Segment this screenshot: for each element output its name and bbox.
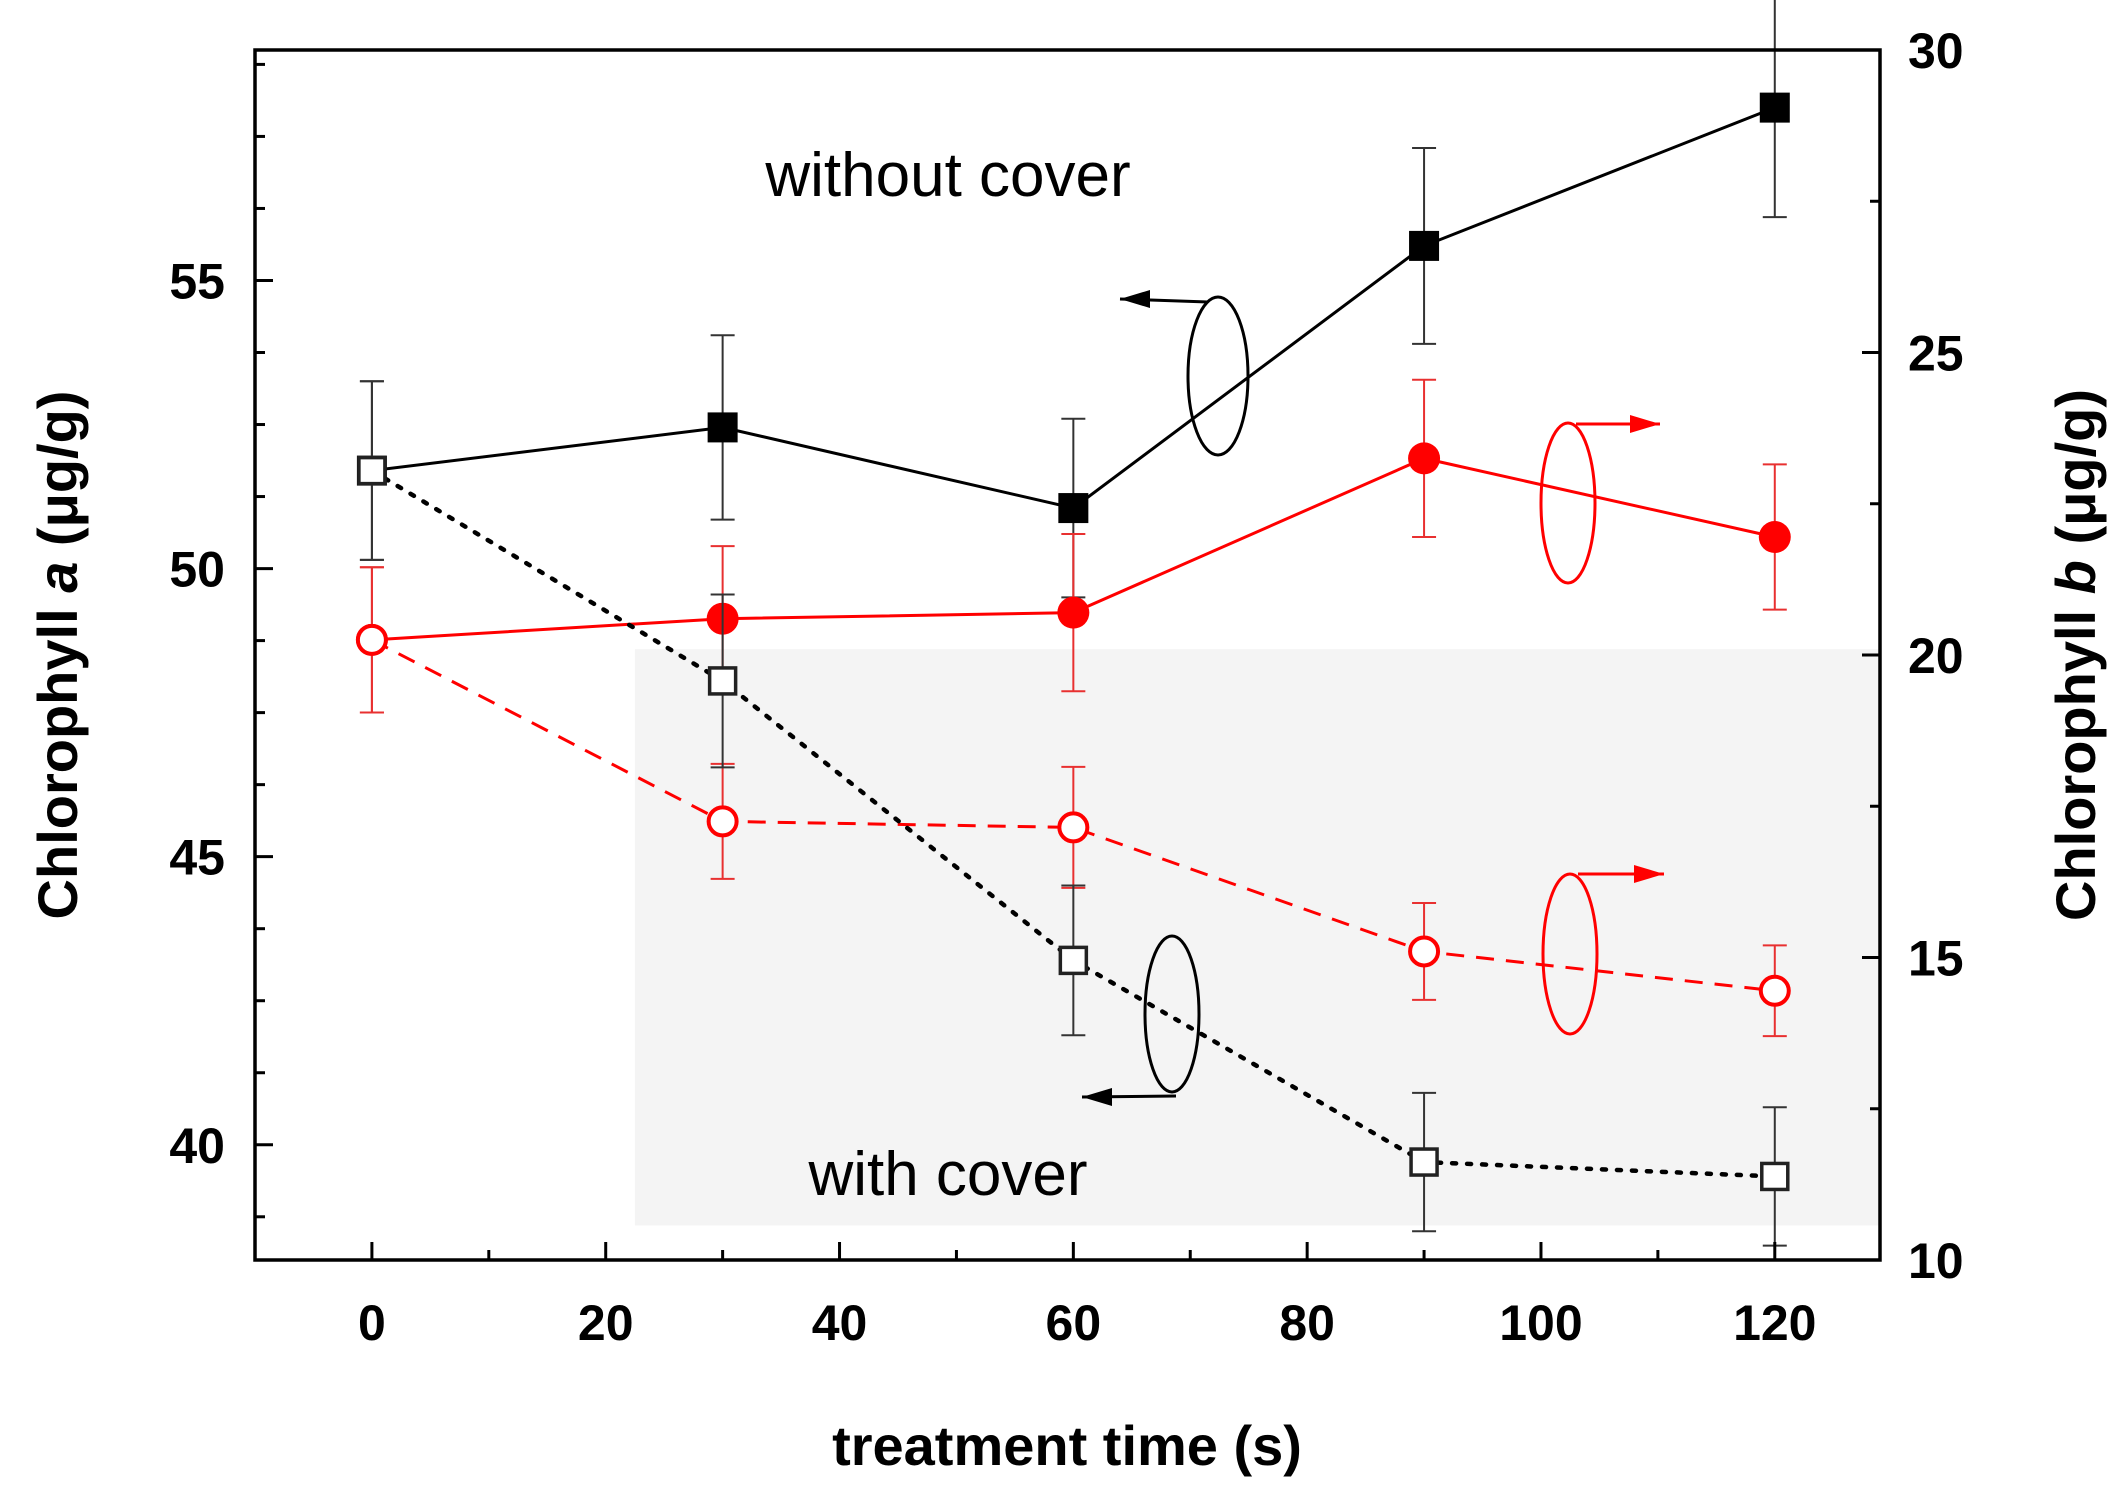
x-tick-label: 40	[812, 1295, 868, 1351]
y-left-axis-title: Chlorophyll a (μg/g)	[26, 391, 89, 920]
x-tick-label: 120	[1733, 1295, 1816, 1351]
annotation-without-cover: without cover	[764, 141, 1130, 210]
y-right-title-italic: b	[2044, 560, 2107, 594]
series-1-point	[1058, 493, 1089, 524]
series-4-point	[357, 455, 387, 486]
ellipse-indicator-a-with	[1143, 934, 1201, 1094]
series-3-point	[1758, 974, 1791, 1007]
ellipse-indicator-a-without	[1186, 295, 1250, 457]
ellipse-indicator-b-with	[1541, 872, 1599, 1036]
series-3-point	[706, 805, 739, 838]
series-1-point	[1409, 230, 1440, 261]
y-left-tick-label: 55	[169, 253, 225, 309]
y-right-tick-label: 20	[1908, 628, 1964, 684]
y-right-tick-label: 10	[1908, 1233, 1964, 1289]
y-right-tick-label: 30	[1908, 23, 1964, 79]
y-left-tick-label: 40	[169, 1118, 225, 1174]
series-1-group	[356, 0, 1790, 599]
arrow-left-a-without-head	[1120, 290, 1150, 308]
series-layer	[355, 0, 1791, 1247]
series-1-point	[1759, 92, 1790, 123]
arrow-left-a-with-head	[1082, 1088, 1112, 1106]
y-left-tick-label: 45	[169, 830, 225, 886]
series-3-group	[355, 566, 1791, 1038]
series-3-point	[355, 623, 388, 656]
series-4-group	[357, 380, 1790, 1247]
y-right-tick-label: 15	[1908, 931, 1964, 987]
series-2-point	[1408, 442, 1441, 475]
arrow-right-b-without-head	[1630, 415, 1660, 433]
x-tick-label: 100	[1499, 1295, 1582, 1351]
y-left-tick-label: 50	[169, 542, 225, 598]
y-right-title-suffix: (μg/g)	[2044, 389, 2107, 560]
annotation-with-cover: with cover	[807, 1140, 1087, 1209]
series-3-line	[371, 638, 1775, 993]
series-4-point	[707, 666, 738, 696]
series-2-point	[1057, 596, 1090, 629]
y-left-title-suffix: (μg/g)	[26, 391, 89, 562]
x-axis-title: treatment time (s)	[832, 1414, 1302, 1477]
ellipse-indicator-b-without	[1539, 421, 1597, 585]
arrow-right-b-with-head	[1634, 865, 1664, 883]
y-right-axis-title: Chlorophyll b (μg/g)	[2044, 389, 2107, 921]
x-tick-label: 0	[358, 1295, 386, 1351]
series-3-point	[1057, 811, 1090, 844]
axis-indicator-arrows	[1081, 290, 1664, 1106]
series-2-point	[1758, 521, 1791, 554]
series-4-point	[1760, 1161, 1790, 1192]
y-right-axis-ticks: 10 15 20 25 30	[1862, 23, 1964, 1289]
x-tick-label: 60	[1046, 1295, 1102, 1351]
y-left-title-prefix: Chlorophyll	[26, 593, 89, 920]
series-4-point	[1058, 945, 1089, 976]
shaded-region	[634, 649, 1880, 1226]
x-axis-ticks: 0 20 40 60 80 100 120	[253, 1242, 1817, 1351]
series-4-point	[1409, 1147, 1439, 1177]
series-1-point	[707, 412, 738, 443]
y-left-title-italic: a	[26, 562, 89, 593]
x-tick-label: 20	[578, 1295, 634, 1351]
y-right-title-prefix: Chlorophyll	[2044, 594, 2107, 921]
series-3-point	[1408, 935, 1441, 968]
y-right-tick-label: 25	[1908, 326, 1964, 382]
y-left-axis-ticks: 40 45 50 55	[169, 62, 273, 1219]
x-tick-label: 80	[1279, 1295, 1335, 1351]
